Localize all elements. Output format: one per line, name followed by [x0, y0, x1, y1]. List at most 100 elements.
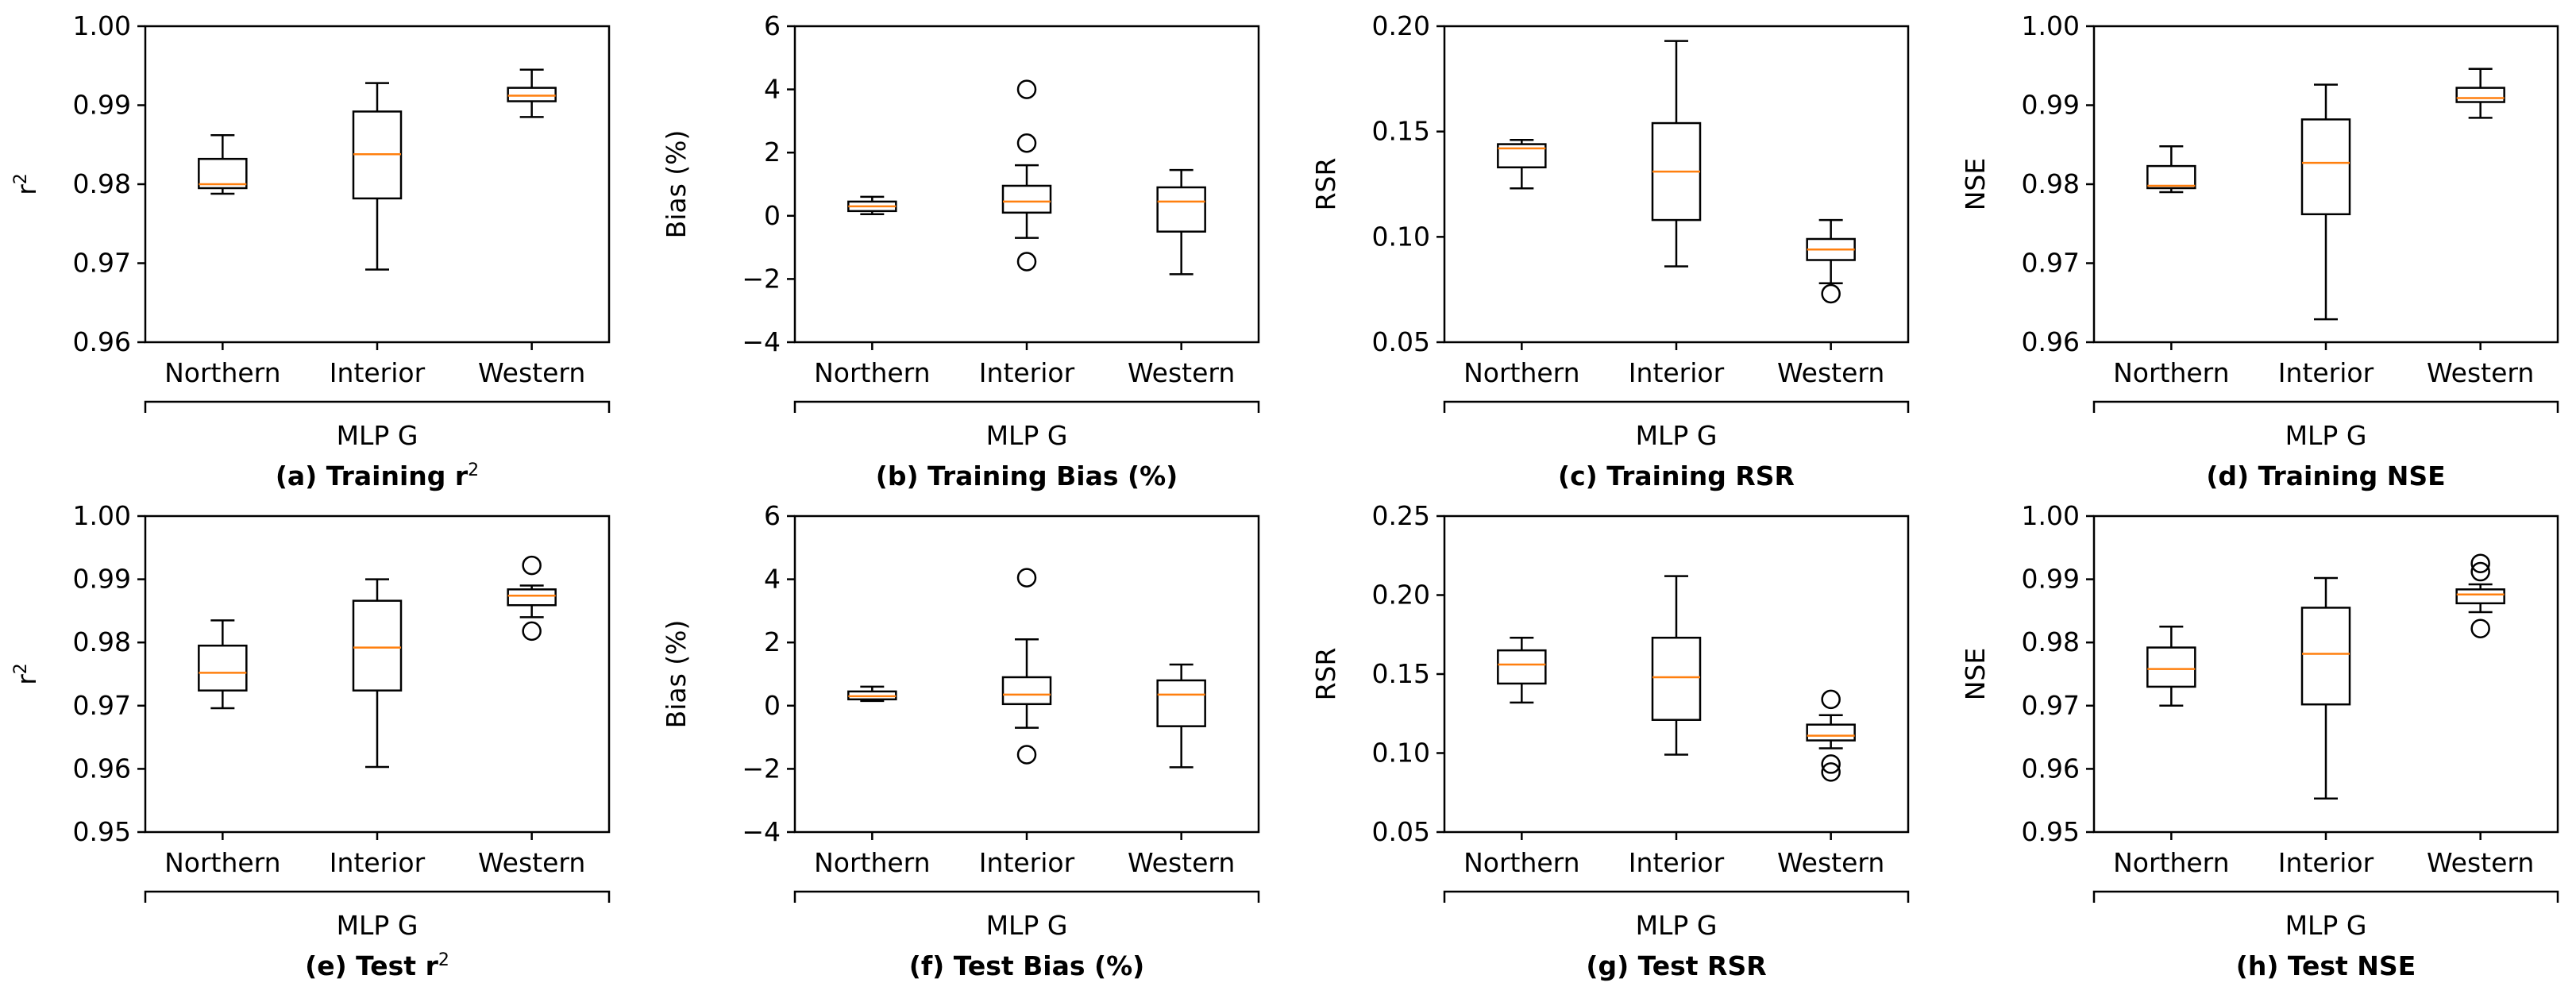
box-interior [1001, 568, 1052, 765]
outlier-point [1016, 568, 1037, 588]
x-tick-label: Northern [164, 847, 281, 878]
y-tick-label: 0.05 [1372, 326, 1430, 357]
box-iqr [2455, 588, 2505, 605]
y-tick-label: 0.96 [73, 326, 131, 357]
box-western [1156, 663, 1206, 769]
outlier-point [2470, 618, 2490, 638]
box-iqr [1497, 649, 1547, 685]
box-interior [2300, 83, 2351, 321]
box-western [1806, 689, 1856, 782]
box-northern [847, 195, 897, 216]
group-bracket [2092, 890, 2559, 903]
x-tick-label: Western [2427, 847, 2534, 878]
x-tick-label: Northern [1463, 357, 1580, 388]
box-iqr [1497, 143, 1547, 169]
x-tick-label: Interior [330, 847, 426, 878]
subplot-title: (h) Test NSE [2236, 950, 2416, 981]
subplot-title: (c) Training RSR [1558, 460, 1795, 491]
subplot-title: (d) Training NSE [2206, 460, 2445, 491]
group-label: MLP G [2285, 420, 2367, 451]
y-tick-label: 0.10 [1372, 738, 1430, 769]
y-tick-label: 0.99 [2022, 564, 2080, 595]
box-iqr [2300, 118, 2351, 216]
box-interior [352, 578, 403, 769]
x-tick-label: Northern [1463, 847, 1580, 878]
box-western [2455, 553, 2505, 638]
subplot-f: −4 −2 0 2 4 6 Bias (%) Northern Interior Western M… [661, 500, 1260, 981]
box-iqr [352, 599, 403, 692]
box-iqr [198, 157, 248, 190]
x-tick-label: Western [2427, 357, 2534, 388]
box-western [1806, 218, 1856, 304]
outlier-point [1821, 689, 1841, 710]
group-label: MLP G [1636, 420, 1718, 451]
y-axis-label: RSR [1310, 158, 1341, 211]
subplot-title: (a) Training r2 [276, 460, 479, 491]
y-tick-label: 4 [764, 74, 781, 105]
y-axis-label: r2 [11, 663, 42, 685]
box-iqr [1001, 184, 1052, 214]
box-interior [2300, 576, 2351, 800]
x-tick-label: Interior [979, 357, 1075, 388]
box-iqr [1806, 723, 1856, 742]
outlier-point [1016, 79, 1037, 99]
group-bracket [144, 400, 611, 413]
y-tick-label: 0.98 [73, 168, 131, 199]
subplot-title: (e) Test r2 [305, 950, 449, 981]
y-tick-label: 0.97 [2022, 690, 2080, 721]
x-tick-label: Northern [164, 357, 281, 388]
y-tick-label: 1.00 [73, 500, 131, 531]
box-iqr [2300, 607, 2351, 706]
box-interior [1651, 575, 1702, 756]
y-tick-label: −4 [742, 816, 781, 847]
box-western [507, 555, 557, 642]
outlier-point [522, 555, 542, 576]
group-label: MLP G [2285, 910, 2367, 941]
y-tick-label: 0.10 [1372, 221, 1430, 252]
subplot-h: 0.95 0.96 0.97 0.98 0.99 1.00 NSE Northern Inter… [1960, 500, 2559, 981]
x-tick-label: Northern [2113, 357, 2230, 388]
box-northern [2146, 626, 2196, 707]
x-tick-label: Western [1777, 357, 1884, 388]
x-tick-label: Western [1128, 847, 1235, 878]
y-tick-label: 0.20 [1372, 10, 1430, 41]
group-bracket [1443, 400, 1910, 413]
y-tick-label: 1.00 [2022, 500, 2080, 531]
x-tick-label: Interior [330, 357, 426, 388]
box-northern [847, 685, 897, 703]
box-iqr [2146, 646, 2196, 688]
group-label: MLP G [337, 910, 418, 941]
subplot-title: (f) Test Bias (%) [909, 950, 1145, 981]
box-western [2455, 67, 2505, 119]
y-tick-label: 6 [764, 500, 781, 531]
subplot-g: 0.05 0.10 0.15 0.20 0.25 RSR Northern Interior W… [1310, 500, 1910, 981]
y-tick-label: 0.25 [1372, 500, 1430, 531]
y-axis-label: NSE [1960, 158, 1991, 210]
subplot-e: 0.95 0.96 0.97 0.98 0.99 1.00 r2 Northern Interi… [11, 500, 611, 981]
subplot-title: (b) Training Bias (%) [876, 460, 1178, 491]
group-bracket [144, 890, 611, 903]
x-tick-label: Interior [979, 847, 1075, 878]
y-tick-label: 4 [764, 564, 781, 595]
box-interior [1001, 79, 1052, 272]
y-tick-label: 0 [764, 690, 781, 721]
y-tick-label: 0.99 [73, 564, 131, 595]
x-tick-label: Northern [814, 357, 931, 388]
y-tick-label: 0.96 [2022, 753, 2080, 784]
outlier-point [1016, 252, 1037, 272]
x-tick-label: Northern [814, 847, 931, 878]
y-tick-label: 0.99 [73, 90, 131, 121]
subplot-b: −4 −2 0 2 4 6 Bias (%) Northern Interior Western M… [661, 10, 1260, 491]
group-bracket [1443, 890, 1910, 903]
x-tick-label: Western [478, 847, 585, 878]
y-tick-label: 0.96 [2022, 326, 2080, 357]
subplot-title: (g) Test RSR [1586, 950, 1766, 981]
y-tick-label: 0.95 [2022, 816, 2080, 847]
box-iqr [507, 588, 557, 607]
x-tick-label: Interior [1629, 357, 1725, 388]
x-tick-label: Interior [1629, 847, 1725, 878]
box-iqr [2455, 87, 2505, 103]
y-tick-label: 0.98 [73, 626, 131, 657]
y-tick-label: 0.15 [1372, 116, 1430, 147]
y-tick-label: 0.15 [1372, 658, 1430, 689]
